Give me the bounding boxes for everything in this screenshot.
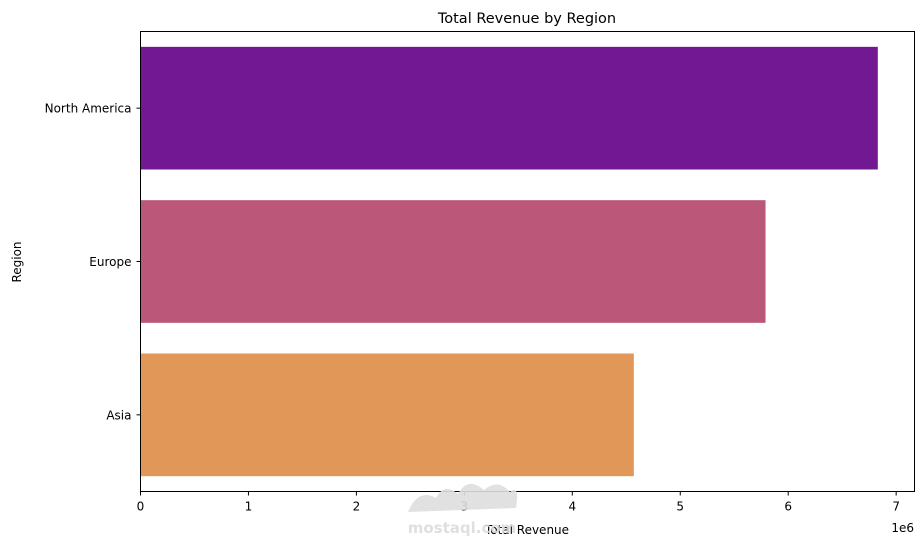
bar-north-america xyxy=(140,46,878,170)
x-tick-label: 1 xyxy=(245,500,253,514)
x-axis-label: Total Revenue xyxy=(484,523,569,537)
x-tick-label: 2 xyxy=(353,500,361,514)
watermark-logo: mostaql.com xyxy=(408,483,518,537)
watermark-mark xyxy=(408,483,518,512)
y-axis-label: Region xyxy=(10,241,24,282)
x-tick-label: 7 xyxy=(892,500,900,514)
plot-frame xyxy=(140,31,915,492)
bar-europe xyxy=(140,200,766,323)
bars-layer xyxy=(140,46,878,477)
x-tick-label: 4 xyxy=(568,500,576,514)
chart-title: Total Revenue by Region xyxy=(437,11,616,27)
y-tick-label: Asia xyxy=(106,408,131,422)
y-axis-ticks: North America Europe Asia xyxy=(45,102,141,422)
x-tick-label: 6 xyxy=(784,500,792,514)
x-tick-label: 5 xyxy=(676,500,684,514)
y-tick-label: North America xyxy=(45,102,132,116)
x-axis-ticks: 01234567 xyxy=(137,491,900,514)
watermark-text: mostaql.com xyxy=(408,519,517,537)
y-tick-label: Europe xyxy=(89,255,131,269)
x-axis-offset-label: 1e6 xyxy=(891,521,914,535)
bar-asia xyxy=(140,353,634,477)
x-tick-label: 0 xyxy=(137,500,145,514)
